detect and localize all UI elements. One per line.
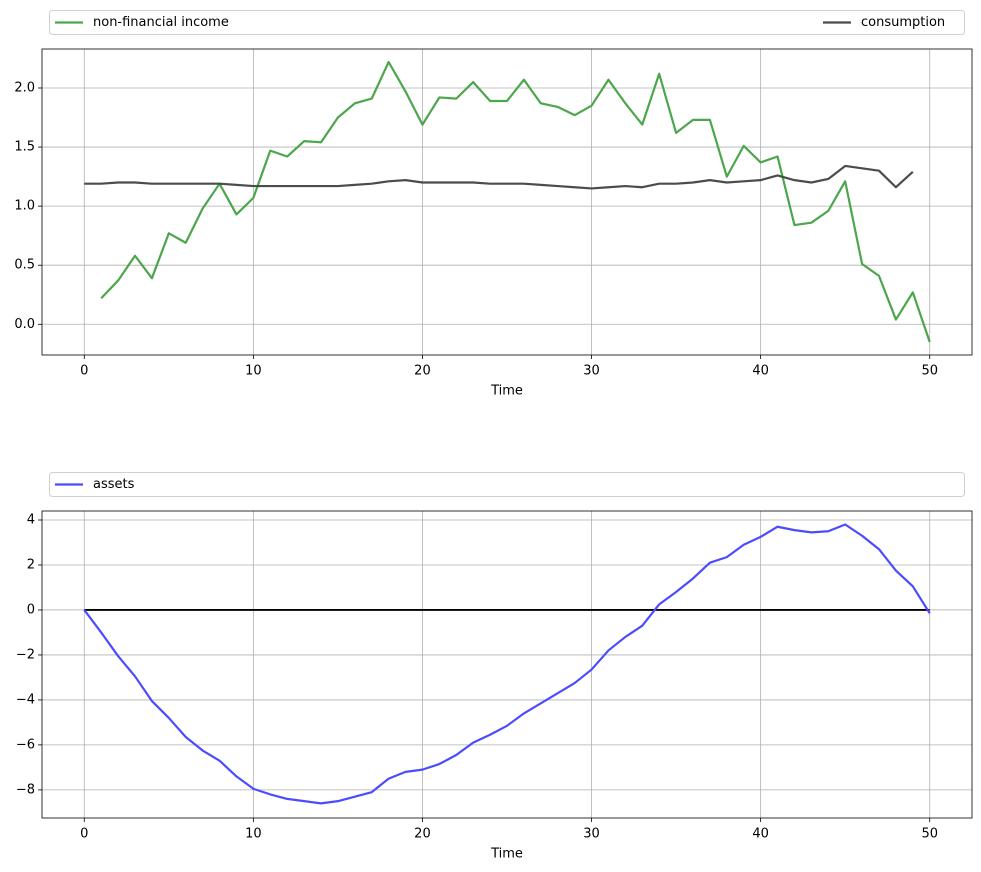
x-axis-label: Time bbox=[490, 847, 523, 862]
x-tick-label: 20 bbox=[414, 827, 431, 842]
series-line bbox=[100, 60, 931, 343]
legend-label: non-financial income bbox=[93, 15, 229, 30]
y-tick-label: 0.0 bbox=[14, 317, 35, 332]
y-tick-label: −6 bbox=[16, 737, 35, 752]
y-tick-label: 0 bbox=[27, 602, 35, 617]
x-tick-label: 40 bbox=[752, 364, 769, 379]
series-line bbox=[84, 164, 914, 190]
y-tick-label: 0.5 bbox=[14, 258, 35, 273]
y-tick-label: −4 bbox=[16, 692, 35, 707]
y-tick-label: 2 bbox=[27, 557, 35, 572]
series-line bbox=[83, 523, 931, 805]
chart: 0 10 20 30 40 50 0.0 0.5 1.0 1.5 2.0 Time non-financ… bbox=[14, 10, 973, 399]
x-tick-label: 0 bbox=[80, 364, 88, 379]
legend-label: assets bbox=[93, 477, 135, 492]
x-tick-label: 40 bbox=[752, 827, 769, 842]
x-tick-label: 20 bbox=[414, 364, 431, 379]
x-tick-label: 30 bbox=[583, 827, 600, 842]
x-tick-label: 10 bbox=[245, 364, 262, 379]
plot-frame bbox=[41, 510, 973, 819]
x-axis-label: Time bbox=[490, 384, 523, 399]
x-tick-label: 50 bbox=[921, 364, 938, 379]
x-tick-label: 10 bbox=[245, 827, 262, 842]
x-tick-label: 50 bbox=[921, 827, 938, 842]
y-tick-label: 1.5 bbox=[14, 140, 35, 155]
x-tick-label: 30 bbox=[583, 364, 600, 379]
x-tick-label: 0 bbox=[80, 827, 88, 842]
y-tick-label: 2.0 bbox=[14, 80, 35, 95]
plot-frame bbox=[41, 48, 973, 356]
y-tick-label: −8 bbox=[16, 782, 35, 797]
y-tick-label: −2 bbox=[16, 647, 35, 662]
legend-box bbox=[49, 10, 965, 35]
legend-box bbox=[49, 472, 965, 497]
legend-label: consumption bbox=[861, 15, 945, 30]
y-tick-label: 1.0 bbox=[14, 199, 35, 214]
chart: 0 10 20 30 40 50 −8 −6 −4 −2 0 2 4 Time assets bbox=[16, 472, 973, 862]
y-tick-label: 4 bbox=[27, 512, 35, 527]
